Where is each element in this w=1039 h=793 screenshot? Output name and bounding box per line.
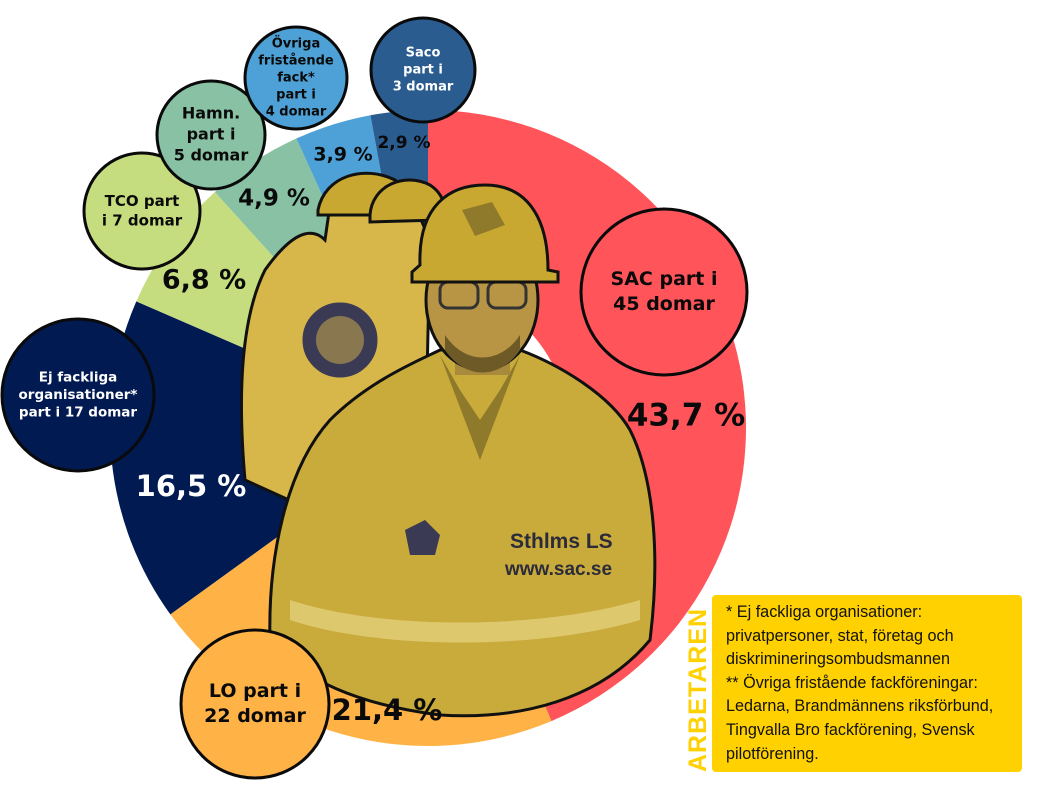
bubble-text-ovriga-fristaende-fack: fack* (277, 71, 315, 86)
footnote-ovriga-fack: ** Övriga fristående fackföreningar: Led… (726, 673, 994, 763)
bubble-text-tco: TCO part (105, 192, 180, 210)
value-label-ovriga-fristaende-fack: 3,9 % (313, 144, 372, 166)
bubble-text-lo: 22 domar (204, 705, 306, 727)
bubble-text-ej-fackliga-organisationer: part i 17 domar (19, 405, 138, 421)
bubble-ej-fackliga-organisationer: Ej fackliga organisationer* part i 17 doma… (0, 317, 156, 473)
value-labels: 43,7 % 21,4 % 16,5 % 6,8 % 4,9 %3,9 %2,9 % (136, 133, 746, 727)
bubble-text-hamn: Hamn. (182, 104, 240, 123)
bubble-text-hamn: part i (187, 125, 236, 144)
bubble-text-ovriga-fristaende-fack: part i (276, 87, 316, 102)
bubble-text-saco: 3 domar (393, 79, 454, 94)
jacket-collar (440, 355, 520, 460)
value-label-saco: 2,9 % (377, 133, 430, 153)
bubble-text-saco: part i (403, 63, 443, 78)
bubble-text-lo: LO part i (209, 680, 301, 702)
bubble-sac: SAC part i 45 domar (579, 207, 749, 377)
value-label-lo: 21,4 % (332, 693, 443, 727)
label-bubbles: SAC part i 45 domar LO part i 22 domar Ej fa… (0, 16, 749, 780)
worker-photo: Sthlms LS www.sac.se (240, 171, 657, 718)
vest-logo (405, 520, 440, 555)
bubble-text-ovriga-fristaende-fack: fristående (258, 54, 334, 69)
bubble-ovriga-fristaende-fack: Övriga fristående fack*part i 4 domar (243, 25, 349, 131)
bubble-text-hamn: 5 domar (174, 145, 249, 164)
bubble-text-sac: 45 domar (613, 293, 715, 315)
footnote-ej-fackliga: * Ej fackliga organisationer: privatpers… (726, 603, 954, 669)
bubble-text-ej-fackliga-organisationer: organisationer* (19, 387, 138, 403)
bubble-text-saco: Saco (406, 46, 441, 61)
bubble-text-tco: i 7 domar (102, 211, 183, 229)
brand-logo: ARBETAREN (684, 607, 712, 772)
bubble-text-ej-fackliga-organisationer: Ej fackliga (39, 369, 118, 385)
value-label-sac: 43,7 % (627, 398, 745, 434)
vest-text-2: www.sac.se (504, 559, 612, 580)
bubble-saco: Saco part i3 domar (369, 16, 477, 124)
value-label-ej-fackliga-organisationer: 16,5 % (136, 469, 247, 503)
bubble-hamn: Hamn. part i5 domar (155, 79, 267, 191)
reflective-stripe (290, 600, 640, 643)
bubble-lo: LO part i 22 domar (179, 628, 331, 780)
bubble-text-ovriga-fristaende-fack: 4 domar (266, 104, 327, 119)
footnote-box: * Ej fackliga organisationer: privatpers… (712, 595, 1022, 772)
value-label-tco: 6,8 % (162, 265, 246, 296)
vest-text-1: Sthlms LS (510, 530, 613, 553)
bubble-text-ovriga-fristaende-fack: Övriga (272, 36, 320, 52)
bubble-text-sac: SAC part i (611, 268, 718, 290)
main-helmet (410, 183, 560, 284)
value-label-hamn: 4,9 % (238, 186, 310, 212)
